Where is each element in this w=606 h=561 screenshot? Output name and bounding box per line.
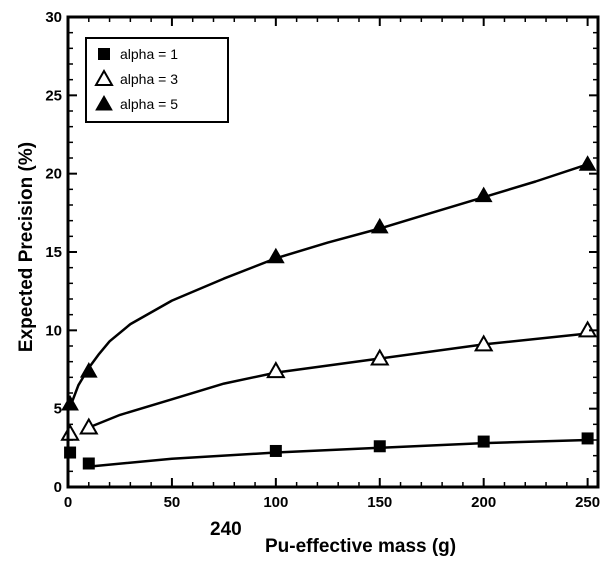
data-point-series-1 bbox=[373, 440, 386, 453]
data-point-series-2 bbox=[60, 423, 80, 441]
data-point-series-2 bbox=[473, 334, 494, 352]
data-point-series-2 bbox=[79, 417, 99, 435]
data-point-series-3 bbox=[370, 217, 389, 234]
axes: 0 50 100 150 200 250 0 5 10 15 20 25 30 bbox=[45, 9, 600, 511]
data-point-series-1 bbox=[269, 444, 282, 457]
legend-label-3: alpha = 5 bbox=[120, 96, 178, 112]
y-tick-label: 5 bbox=[54, 401, 62, 418]
x-axis-label: Pu-effective mass (g) bbox=[265, 536, 456, 557]
data-point-series-3 bbox=[266, 247, 285, 264]
series-line-3 bbox=[68, 163, 588, 408]
y-tick-label: 25 bbox=[45, 87, 62, 104]
x-tick-label: 150 bbox=[367, 494, 392, 511]
legend-marker-3 bbox=[95, 94, 113, 111]
x-tick-label: 100 bbox=[263, 494, 288, 511]
y-axis-label: Expected Precision (%) bbox=[16, 142, 37, 352]
data-point-series-2 bbox=[266, 361, 286, 379]
plot-area bbox=[60, 155, 598, 470]
x-tick-label: 250 bbox=[575, 494, 600, 511]
x-tick-label: 50 bbox=[164, 494, 181, 511]
y-tick-label: 20 bbox=[45, 166, 62, 183]
data-point-series-1 bbox=[581, 432, 594, 445]
legend-label-2: alpha = 3 bbox=[120, 71, 178, 87]
y-tick-label: 15 bbox=[45, 244, 62, 261]
y-tick-label: 10 bbox=[45, 322, 62, 339]
data-point-series-1 bbox=[64, 446, 77, 459]
legend-marker-2 bbox=[94, 68, 114, 86]
data-point-series-1 bbox=[477, 435, 490, 448]
data-point-series-3 bbox=[578, 155, 597, 171]
data-point-series-3 bbox=[79, 362, 98, 378]
data-point-series-3 bbox=[474, 186, 493, 203]
series-line-1 bbox=[88, 438, 588, 468]
legend-marker-1 bbox=[98, 48, 110, 60]
data-point-series-1 bbox=[82, 457, 95, 470]
series-line-2 bbox=[88, 332, 588, 429]
x-tick-label: 200 bbox=[471, 494, 496, 511]
legend: alpha = 1 alpha = 3 alpha = 5 bbox=[85, 37, 229, 123]
y-tick-label: 30 bbox=[45, 9, 62, 26]
data-point-series-2 bbox=[370, 348, 390, 366]
x-tick-label: 0 bbox=[64, 494, 72, 511]
x-axis-label-prefix: 240 bbox=[210, 519, 242, 540]
data-point-series-3 bbox=[61, 394, 79, 411]
y-tick-label: 0 bbox=[54, 479, 62, 496]
legend-label-1: alpha = 1 bbox=[120, 46, 178, 62]
